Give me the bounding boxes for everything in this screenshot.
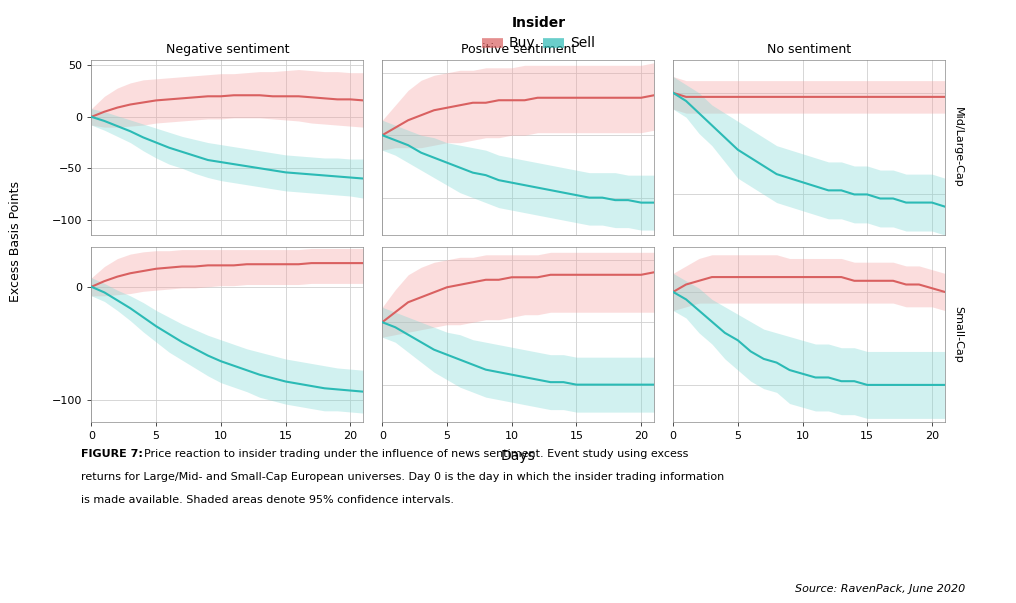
Legend: Buy, Sell: Buy, Sell — [477, 10, 600, 56]
Text: Source: RavenPack, June 2020: Source: RavenPack, June 2020 — [795, 584, 965, 594]
Text: Days: Days — [501, 449, 535, 463]
Text: returns for Large/Mid- and Small-Cap European universes. Day 0 is the day in whi: returns for Large/Mid- and Small-Cap Eur… — [81, 472, 724, 482]
Text: Excess Basis Points: Excess Basis Points — [9, 181, 21, 302]
Text: is made available. Shaded areas denote 95% confidence intervals.: is made available. Shaded areas denote 9… — [81, 495, 454, 505]
Text: FIGURE 7:: FIGURE 7: — [81, 449, 147, 459]
Text: Mid/Large-Cap: Mid/Large-Cap — [953, 107, 963, 188]
Text: Price reaction to insider trading under the influence of news sentiment. Event s: Price reaction to insider trading under … — [144, 449, 689, 459]
Title: Negative sentiment: Negative sentiment — [166, 43, 290, 56]
Text: Small-Cap: Small-Cap — [953, 306, 963, 363]
Title: Positive sentiment: Positive sentiment — [460, 43, 576, 56]
Title: No sentiment: No sentiment — [767, 43, 851, 56]
